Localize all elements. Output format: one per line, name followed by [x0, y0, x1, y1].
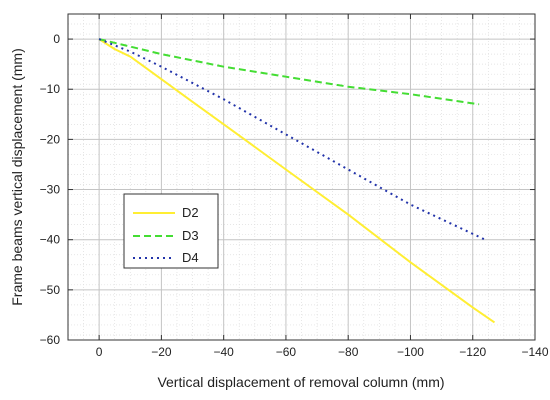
y-tick-label: −10 [40, 82, 61, 96]
legend-label-d4: D4 [182, 250, 199, 265]
legend-label-d2: D2 [182, 205, 199, 220]
x-tick-label: 0 [96, 345, 103, 359]
series-layer [98, 38, 496, 324]
x-tick-label: −120 [459, 345, 486, 359]
x-tick-label: −20 [151, 345, 172, 359]
series-line-d3 [98, 38, 480, 106]
legend: D2 D3 D4 [123, 193, 219, 269]
x-tick-label: −140 [521, 345, 548, 359]
y-tick-label: −50 [40, 283, 61, 297]
axis-ticks [68, 14, 536, 341]
y-tick-label: −60 [40, 333, 61, 347]
y-tick-label: −20 [40, 132, 61, 146]
y-tick-label: −40 [40, 233, 61, 247]
legend-label-d3: D3 [182, 228, 199, 243]
x-tick-label: −40 [213, 345, 234, 359]
x-tick-labels: 0 −20 −40 −60 −80 −100 −120 −140 [96, 345, 549, 359]
y-tick-label: −30 [40, 183, 61, 197]
x-axis-title: Vertical displacement of removal column … [157, 374, 444, 390]
legend-box [123, 193, 219, 269]
series-line-d4 [98, 38, 486, 241]
x-tick-label: −100 [397, 345, 424, 359]
minor-grid [68, 13, 535, 340]
x-tick-label: −60 [276, 345, 297, 359]
y-tick-labels: 0 −10 −20 −30 −40 −50 −60 [40, 32, 61, 347]
series-line-d2 [98, 38, 496, 324]
x-tick-label: −80 [338, 345, 359, 359]
y-tick-label: 0 [53, 32, 60, 46]
y-axis-title: Frame beams vertical displacement (mm) [9, 48, 25, 306]
plot-area-frame [67, 13, 536, 341]
